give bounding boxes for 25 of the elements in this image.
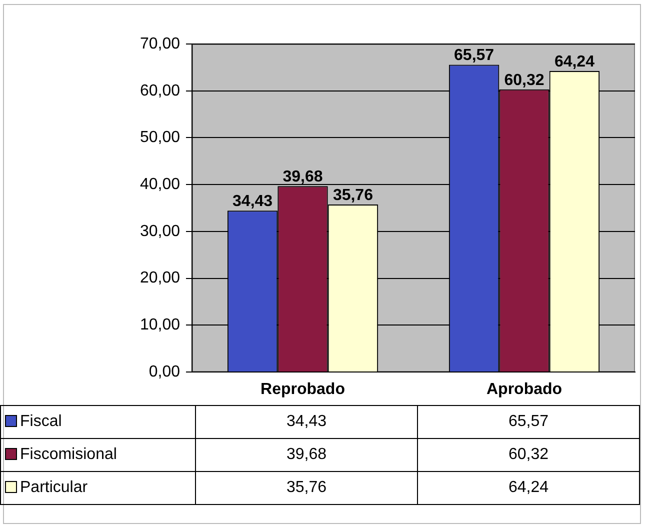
legend-label: Fiscomisional xyxy=(0,438,196,472)
text: 60,32 xyxy=(504,72,544,89)
legend-label: Particular xyxy=(0,472,196,504)
y-tick-label: 10,00 xyxy=(140,316,180,334)
y-tick-label: 30,00 xyxy=(140,222,180,240)
y-tick-label: 20,00 xyxy=(140,270,180,287)
legend-label: Fiscal xyxy=(0,406,196,438)
data-label: 65,57 xyxy=(418,406,640,438)
data-label: 35,76 xyxy=(196,472,418,504)
text: 64,24 xyxy=(554,53,594,70)
x-tick-label: Aprobado xyxy=(486,381,562,398)
y-tick-label: 0,00 xyxy=(148,363,180,380)
y-tick-label: 40,00 xyxy=(140,176,180,193)
data-label: 34,43 xyxy=(196,406,418,438)
y-tick-label: 50,00 xyxy=(140,129,180,146)
data-label: 39,68 xyxy=(196,438,418,472)
x-tick-label: Reprobado xyxy=(260,381,346,398)
text: 39,68 xyxy=(282,168,323,186)
text: 34,43 xyxy=(232,193,273,210)
y-tick-label: 60,00 xyxy=(140,82,180,100)
data-label: 60,32 xyxy=(418,438,640,472)
data-label: 64,24 xyxy=(418,472,640,504)
text: 35,76 xyxy=(332,186,373,204)
text: 65,57 xyxy=(454,47,494,64)
y-tick-label: 70,00 xyxy=(140,35,180,52)
